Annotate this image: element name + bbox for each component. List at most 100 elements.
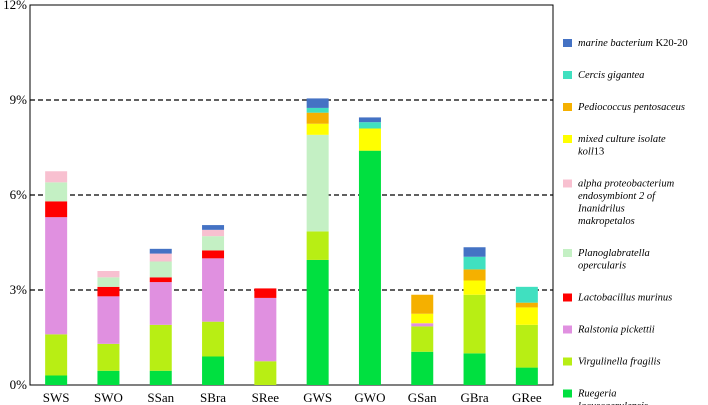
bar-segment — [358, 122, 381, 129]
legend-label: Ruegeria — [577, 389, 617, 400]
bar-segment — [97, 296, 120, 344]
y-tick-label: 12% — [3, 0, 27, 12]
bar-segment — [149, 324, 172, 371]
bar-segment — [515, 302, 538, 308]
bar-segment — [254, 297, 277, 362]
x-tick-label: SWO — [94, 390, 123, 405]
x-tick-label: SRee — [252, 390, 280, 405]
legend-label: alpha proteobacterium — [578, 179, 675, 190]
x-tick-label: GRee — [512, 390, 542, 405]
legend-label: opercularis — [578, 261, 626, 272]
bar-segment — [515, 367, 538, 385]
bar-segment — [358, 117, 381, 123]
bar-segment — [149, 277, 172, 283]
bar-segment — [45, 375, 68, 385]
legend-swatch — [563, 71, 572, 79]
legend-label: Virgulinella fragilis — [578, 357, 661, 368]
bar-segment — [45, 334, 68, 376]
bar-segment — [202, 229, 225, 237]
bar-segment — [202, 321, 225, 357]
bar-segment — [149, 370, 172, 385]
legend-label: Planoglabratella — [577, 248, 650, 259]
bar-segment — [306, 259, 329, 385]
legend-label: Cercis gigantea — [578, 70, 644, 81]
bar-segment — [463, 280, 486, 295]
bar-segment — [202, 236, 225, 251]
x-axis-labels: SWS SWO SSan SBra SRee GWS GWO GSan GBra GRee — [43, 390, 542, 405]
bar-segment — [515, 307, 538, 325]
bar-segment — [45, 217, 68, 335]
bar-segment — [149, 261, 172, 278]
bar-segment — [463, 269, 486, 281]
bar-segment — [306, 123, 329, 135]
x-tick-label: SWS — [43, 390, 70, 405]
legend-swatch — [563, 357, 572, 366]
bar-segment — [411, 313, 434, 324]
bar-segment — [97, 286, 120, 297]
bar-segment — [97, 277, 120, 287]
bar-segment — [411, 326, 434, 352]
bar-segment — [97, 343, 120, 371]
bar-segment — [202, 250, 225, 259]
bar-segment — [515, 324, 538, 368]
legend-label: makropetalos — [578, 216, 635, 227]
legend-label: mixed culture isolate — [578, 134, 666, 145]
y-tick-label: 9% — [10, 92, 28, 107]
bar-segment — [254, 361, 277, 385]
legend-swatch — [563, 293, 572, 302]
legend-swatch — [563, 389, 572, 398]
x-tick-label: SSan — [147, 390, 174, 405]
legend-label: Inanidrilus — [577, 204, 625, 215]
bar-segment — [306, 134, 329, 232]
legend-label: marine bacterium K20-20 — [578, 38, 688, 49]
x-tick-label: GSan — [408, 390, 437, 405]
bar-segment — [149, 282, 172, 325]
bar-segment — [411, 323, 434, 327]
bars — [45, 98, 538, 385]
bar-segment — [463, 256, 486, 270]
x-tick-label: GBra — [460, 390, 488, 405]
bar-segment — [97, 271, 120, 278]
bar-segment — [306, 231, 329, 260]
legend-label: Pediococcus pentosaceus — [577, 102, 685, 113]
legend-label: Ralstonia pickettii — [577, 325, 655, 336]
bar-segment — [202, 258, 225, 322]
y-tick-label: 3% — [10, 282, 28, 297]
bar-segment — [149, 253, 172, 262]
x-tick-label: GWO — [354, 390, 385, 405]
bar-segment — [45, 182, 68, 202]
bar-segment — [306, 98, 329, 108]
legend-swatch — [563, 325, 572, 334]
bar-segment — [45, 201, 68, 218]
legend-label: Lactobacillus murinus — [577, 293, 672, 304]
legend-swatch — [563, 39, 572, 47]
y-axis-ticks: 0% 3% 6% 9% 12% — [3, 0, 34, 392]
legend-swatch — [563, 135, 572, 143]
bar-segment — [149, 248, 172, 254]
legend-label: koll13 — [578, 147, 604, 158]
x-tick-label: SBra — [200, 390, 226, 405]
bar-segment — [358, 150, 381, 385]
bar-segment — [306, 112, 329, 124]
bar-segment — [463, 353, 486, 385]
legend-label: lacuscaerulensis — [578, 401, 648, 405]
bar-segment — [45, 171, 68, 183]
bar-segment — [202, 356, 225, 385]
bar-segment — [306, 107, 329, 113]
bar-segment — [463, 247, 486, 257]
bar-segment — [515, 286, 538, 303]
x-tick-label: GWS — [303, 390, 332, 405]
bar-segment — [202, 225, 225, 230]
bar-segment — [463, 294, 486, 354]
bar-segment — [97, 370, 120, 385]
bar-segment — [254, 288, 277, 298]
bar-segment — [411, 294, 434, 314]
y-tick-label: 6% — [10, 187, 28, 202]
bar-segment — [411, 351, 434, 385]
legend-label: endosymbiont 2 of — [578, 191, 657, 202]
legend-swatch — [563, 249, 572, 257]
legend-swatch — [563, 179, 572, 188]
legend-swatch — [563, 103, 572, 111]
bar-segment — [358, 128, 381, 151]
